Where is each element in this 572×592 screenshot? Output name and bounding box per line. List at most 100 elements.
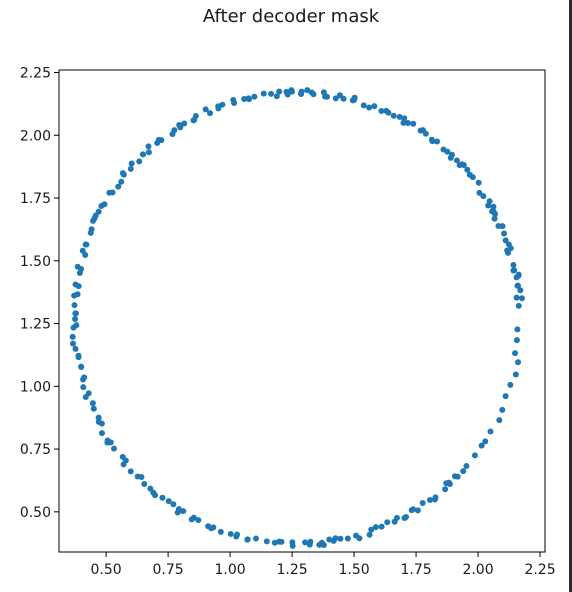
scatter-point — [98, 202, 105, 209]
scatter-point — [90, 217, 97, 224]
scatter-point — [446, 481, 453, 488]
scatter-point — [322, 93, 329, 100]
scatter-point — [298, 88, 305, 95]
data-points — [69, 87, 525, 549]
y-tick-label: 1.25 — [20, 317, 51, 333]
scatter-point — [463, 463, 470, 470]
scatter-point — [385, 109, 392, 116]
scatter-point — [273, 93, 280, 100]
scatter-point — [139, 151, 146, 158]
scatter-point — [349, 97, 356, 104]
scatter-point — [336, 92, 343, 99]
scatter-point — [278, 538, 285, 545]
scatter-point — [404, 119, 411, 126]
scatter-point — [478, 442, 485, 449]
scatter-point — [118, 178, 125, 185]
scatter-point — [85, 390, 92, 397]
scatter-point — [431, 496, 438, 503]
x-tick-label: 1.50 — [338, 562, 369, 578]
scatter-point — [276, 88, 283, 95]
scatter-point — [502, 393, 509, 400]
scatter-point — [507, 245, 514, 252]
scatter-point — [447, 154, 454, 161]
scatter-point — [471, 452, 478, 459]
scatter-point — [251, 93, 258, 100]
scatter-point — [513, 337, 520, 344]
scatter-point — [87, 229, 94, 236]
scatter-point — [456, 162, 463, 169]
scatter-point — [466, 171, 473, 178]
scatter-point — [371, 103, 378, 110]
scatter-point — [283, 88, 290, 95]
scatter-point — [514, 282, 521, 289]
scatter-point — [89, 400, 96, 407]
scatter-point — [75, 352, 82, 359]
scatter-point — [150, 489, 157, 496]
scatter-point — [72, 315, 79, 322]
scatter-point — [378, 523, 385, 530]
scatter-point — [78, 363, 85, 370]
scatter-point — [410, 120, 417, 127]
scatter-point — [330, 537, 337, 544]
scatter-point — [489, 208, 496, 215]
scatter-point — [165, 498, 172, 505]
x-axis: 0.50 0.75 1.00 1.25 1.50 1.75 2.00 2.25 — [91, 552, 556, 578]
scatter-point — [82, 241, 89, 248]
scatter-point — [464, 166, 471, 173]
scatter-point — [128, 160, 135, 167]
scatter-point — [208, 525, 215, 532]
scatter-point — [419, 127, 426, 134]
scatter-point — [507, 381, 514, 388]
scatter-point — [107, 439, 114, 446]
scatter-point — [181, 120, 188, 127]
scatter-point — [241, 95, 248, 102]
scatter-point — [453, 157, 460, 164]
scatter-point — [159, 494, 166, 501]
scatter-point — [72, 310, 79, 317]
scatter-point — [134, 473, 141, 480]
scatter-point — [332, 95, 339, 102]
y-tick-label: 0.75 — [20, 442, 51, 458]
scatter-point — [476, 189, 483, 196]
scatter-point — [253, 535, 259, 542]
scatter-point — [82, 251, 89, 258]
scatter-point — [215, 103, 222, 110]
scatter-point — [396, 113, 403, 120]
scatter-point — [217, 528, 224, 535]
scatter-point — [191, 116, 198, 123]
scatter-point — [320, 541, 327, 548]
y-tick-label: 2.25 — [20, 66, 51, 82]
scatter-point — [514, 326, 521, 333]
scatter-point — [195, 517, 202, 524]
scatter-point — [92, 212, 99, 219]
scatter-point — [496, 417, 503, 424]
scatter-point — [141, 481, 148, 488]
x-tick-label: 1.00 — [215, 562, 246, 578]
scatter-point — [444, 148, 451, 155]
scatter-point — [454, 473, 461, 480]
scatter-point — [378, 107, 385, 114]
scatter-point — [244, 536, 251, 543]
chart-title: After decoder mask — [202, 6, 380, 27]
scatter-point — [353, 532, 360, 539]
scatter-point — [271, 539, 278, 546]
window-edge — [569, 0, 572, 592]
scatter-point — [268, 90, 275, 97]
scatter-point — [460, 468, 467, 475]
x-tick-label: 2.25 — [524, 562, 555, 578]
x-tick-label: 0.75 — [153, 562, 184, 578]
scatter-point — [401, 115, 408, 122]
scatter-point — [145, 143, 152, 150]
scatter-point — [429, 138, 436, 145]
scatter-point — [480, 193, 487, 200]
scatter-point — [410, 506, 417, 513]
scatter-point — [170, 501, 177, 508]
scatter-point — [233, 533, 240, 540]
scatter-point — [491, 215, 498, 222]
scatter-point — [434, 138, 441, 145]
scatter-point — [306, 541, 313, 548]
scatter-point — [169, 131, 176, 138]
scatter-point — [384, 519, 391, 526]
y-tick-label: 0.50 — [20, 505, 51, 521]
scatter-point — [442, 486, 449, 493]
